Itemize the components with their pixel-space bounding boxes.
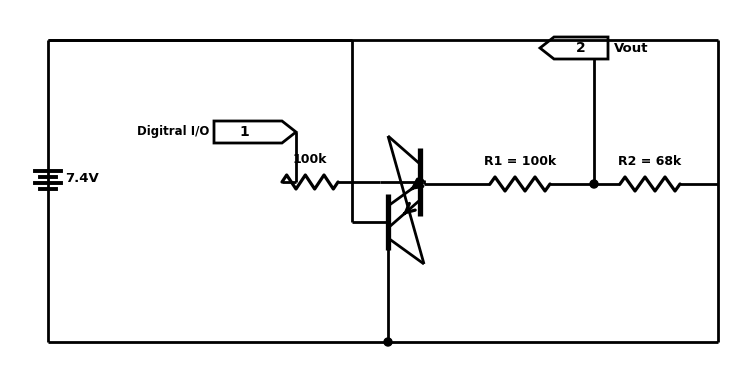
Text: R2 = 68k: R2 = 68k [618, 155, 682, 168]
Text: 1: 1 [239, 125, 249, 139]
Text: Digitral I/O: Digitral I/O [136, 125, 209, 138]
Circle shape [384, 338, 392, 346]
Text: R1 = 100k: R1 = 100k [484, 155, 556, 168]
Text: 7.4V: 7.4V [65, 172, 99, 185]
Text: 100k: 100k [292, 153, 327, 166]
Text: 2: 2 [576, 41, 586, 55]
Circle shape [590, 180, 598, 188]
Text: Vout: Vout [614, 41, 649, 54]
